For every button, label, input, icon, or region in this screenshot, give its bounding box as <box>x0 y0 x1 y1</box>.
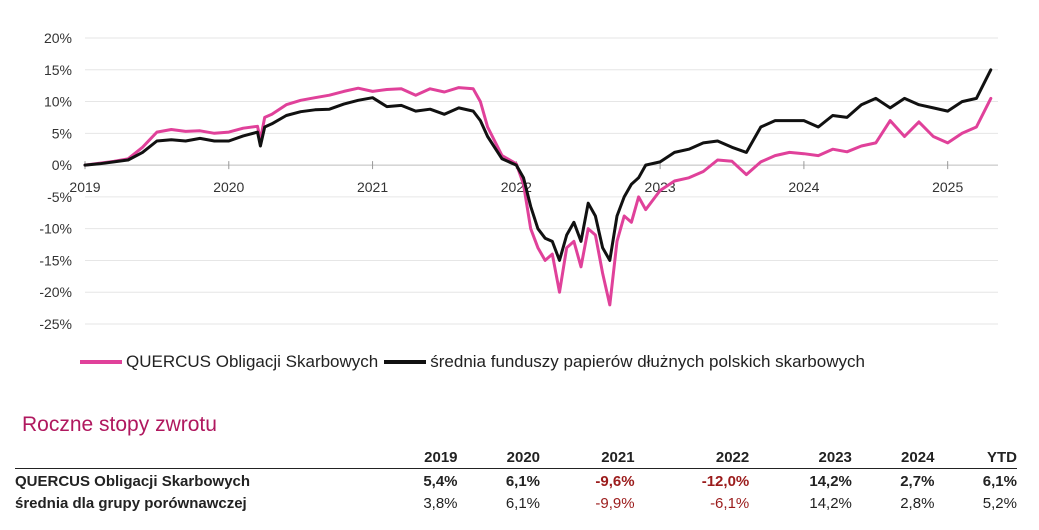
table-header-row: 2019 2020 2021 2022 2023 2024 YTD <box>15 446 1017 469</box>
value-cell: -9,6% <box>595 473 635 490</box>
chart-legend: QUERCUS Obligacji Skarbowych średnia fun… <box>80 352 871 372</box>
value-cell: 5,2% <box>982 495 1017 512</box>
table-row: QUERCUS Obligacji Skarbowych 5,4% 6,1% -… <box>15 469 1017 492</box>
legend-label-fund: QUERCUS Obligacji Skarbowych <box>126 352 379 371</box>
annual-returns-table: 2019 2020 2021 2022 2023 2024 YTD QUERCU… <box>15 446 1017 513</box>
legend-swatch-peer <box>384 360 427 364</box>
gridlines <box>84 37 998 325</box>
value-cell: 14,2% <box>809 473 852 490</box>
value-cell: -9,9% <box>595 495 635 512</box>
table-header-cell: YTD <box>934 446 1017 469</box>
x-axis-tick-labels: 2019 2020 2021 2022 2023 2024 2025 <box>69 179 963 195</box>
returns-section-title: Roczne stopy zwrotu <box>22 413 217 436</box>
series-line-peer <box>83 68 993 262</box>
legend-label-peer: średnia funduszy papierów dłużnych polsk… <box>430 352 865 371</box>
row-name: średnia dla grupy porównawczej <box>15 495 247 512</box>
table-header-cell: 2020 <box>457 446 541 469</box>
performance-chart: 20% 15% 10% 5% 0% -5% -10% -15% -20% -25% 2019 202… <box>39 30 998 332</box>
legend-item-fund: QUERCUS Obligacji Skarbowych <box>80 352 378 372</box>
table-header-cell: 2023 <box>749 446 852 469</box>
value-cell: 3,8% <box>423 495 458 512</box>
table-header-cell: 2021 <box>540 446 635 469</box>
value-cell: 6,1% <box>982 473 1017 490</box>
y-axis-tick-labels: 20% 15% 10% 5% 0% -5% -10% -15% -20% -25% <box>39 30 72 332</box>
series-lines <box>83 68 993 307</box>
value-cell: 6,1% <box>505 495 541 512</box>
legend-item-peer: średnia funduszy papierów dłużnych polsk… <box>384 352 865 372</box>
value-cell: 14,2% <box>809 495 852 512</box>
value-cell: -6,1% <box>710 495 750 512</box>
y-tick-label: -25% <box>39 316 72 332</box>
row-name: QUERCUS Obligacji Skarbowych <box>15 473 251 490</box>
value-cell: 6,1% <box>505 473 541 490</box>
value-cell: 5,4% <box>423 473 458 490</box>
series-line-fund <box>83 86 993 307</box>
value-cell: 2,7% <box>900 473 935 490</box>
y-tick-label: -20% <box>39 284 72 300</box>
table-row: średnia dla grupy porównawczej 3,8% 6,1%… <box>15 491 1017 513</box>
y-tick-label: -10% <box>39 221 72 237</box>
table-header-cell: 2019 <box>375 446 458 469</box>
x-tick-label: 2023 <box>645 179 676 195</box>
legend-swatch-fund <box>80 360 122 364</box>
y-tick-label: -5% <box>47 189 72 205</box>
x-tick-label: 2025 <box>932 179 963 195</box>
y-tick-label: 10% <box>44 94 72 110</box>
x-tick-label: 2020 <box>213 179 244 195</box>
value-cell: 2,8% <box>900 495 935 512</box>
y-tick-label: 15% <box>44 62 72 78</box>
table-header-cell: 2024 <box>851 446 935 469</box>
x-tick-label: 2021 <box>357 179 388 195</box>
table-header-cell: 2022 <box>634 446 750 469</box>
y-tick-label: -15% <box>39 252 72 268</box>
y-tick-label: 5% <box>52 125 72 141</box>
table-header-cell <box>15 446 375 469</box>
x-tick-label: 2019 <box>69 179 100 195</box>
x-tick-label: 2024 <box>788 179 819 195</box>
y-tick-label: 0% <box>52 157 72 173</box>
value-cell: -12,0% <box>701 473 750 490</box>
y-tick-label: 20% <box>44 30 72 46</box>
